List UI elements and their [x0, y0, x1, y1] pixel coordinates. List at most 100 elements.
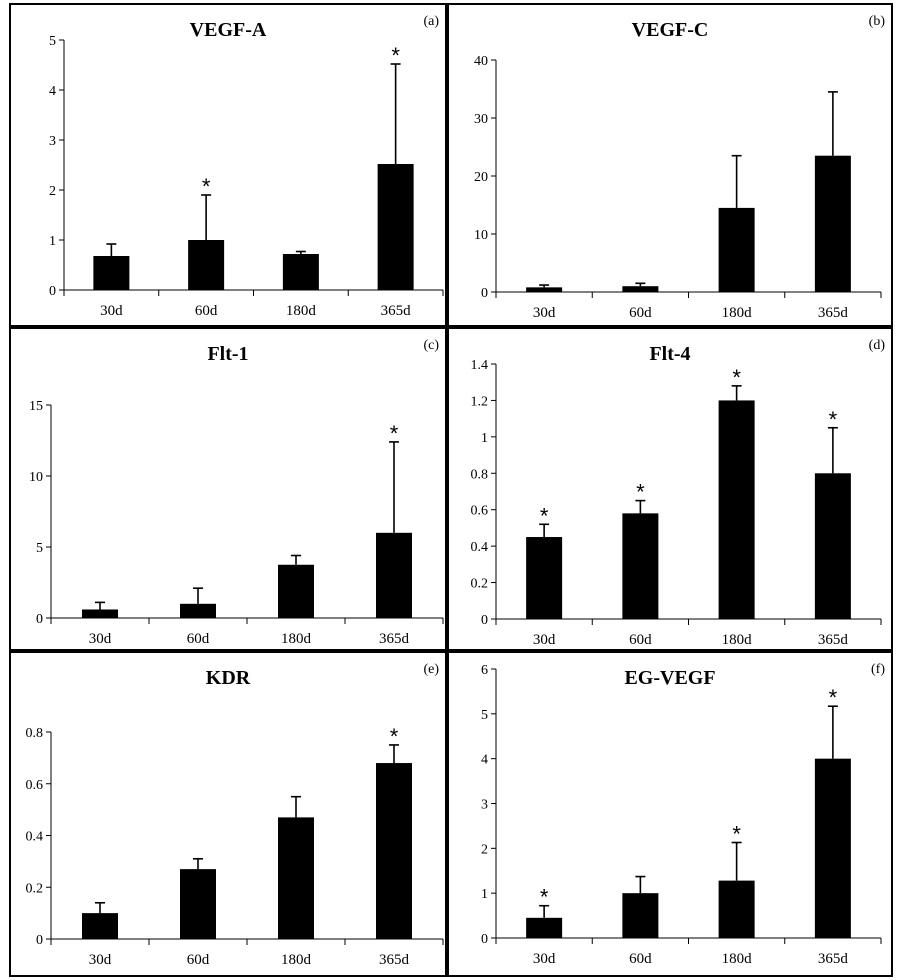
- chart-panel-1: VEGF-A (a) 0 1 2 3 4 5 30d * 60d 180d * 365d: [9, 3, 447, 327]
- y-tick-label: 1: [481, 887, 488, 902]
- y-tick-label: 0.2: [471, 577, 489, 592]
- x-tick-label: 60d: [187, 952, 210, 968]
- x-tick-label: 30d: [533, 951, 556, 967]
- x-tick-label: 60d: [629, 951, 652, 967]
- y-tick-label: 1: [481, 431, 488, 446]
- bar-180d: [282, 254, 319, 290]
- x-tick-label: 180d: [281, 952, 312, 968]
- y-tick-label: 30: [474, 112, 488, 127]
- x-tick-label: 365d: [818, 305, 849, 321]
- bar-180d: [278, 564, 314, 618]
- bar-30d: [82, 913, 118, 939]
- x-tick-label: 30d: [100, 303, 123, 319]
- y-tick-label: 0: [36, 933, 43, 948]
- y-tick-label: 1.4: [471, 358, 489, 373]
- significance-marker: *: [202, 174, 211, 199]
- chart-svg: VEGF-C (b) 0 10 20 30 40 30d 60d 180d 365d: [474, 14, 886, 321]
- bar-365d: [377, 164, 414, 290]
- significance-marker: *: [829, 407, 838, 432]
- x-tick-label: 180d: [281, 631, 312, 647]
- panel-label: (c): [423, 338, 439, 353]
- x-tick-label: 365d: [381, 303, 412, 319]
- y-tick-label: 0.6: [471, 504, 489, 519]
- chart-title: Flt-1: [207, 343, 248, 365]
- y-tick-label: 2: [481, 842, 488, 857]
- y-tick-label: 3: [49, 134, 56, 149]
- chart-panel-3: Flt-1 (c) 0 5 10 15 30d 60d 180d * 365d: [9, 327, 447, 651]
- bar-30d: [82, 609, 118, 618]
- y-tick-label: 0: [49, 284, 56, 299]
- x-tick-label: 30d: [89, 631, 112, 647]
- bar-60d: [188, 240, 225, 290]
- chart-title: VEGF-A: [190, 19, 267, 41]
- y-tick-label: 3: [481, 798, 488, 813]
- x-tick-label: 60d: [187, 631, 210, 647]
- significance-marker: *: [732, 365, 741, 390]
- significance-marker: *: [732, 822, 741, 847]
- bar-365d: [814, 473, 851, 619]
- chart-svg: VEGF-A (a) 0 1 2 3 4 5 30d * 60d 180d * 365d: [49, 14, 444, 319]
- chart-panel-4: Flt-4 (d) 0 0.2 0.4 0.6 0.8 1 1.2 1.4 * 30d * 60d * 180…: [447, 327, 893, 651]
- bar-30d: [93, 256, 130, 290]
- x-tick-label: 180d: [722, 951, 753, 967]
- chart-title: VEGF-C: [632, 19, 709, 41]
- panel-label: (f): [871, 662, 885, 677]
- significance-marker: *: [540, 503, 549, 528]
- chart-panel-5: KDR (e) 0 0.2 0.4 0.6 0.8 30d 60d 180d * 365d: [9, 651, 447, 977]
- y-tick-label: 0.6: [26, 778, 44, 793]
- bar-60d: [622, 286, 659, 292]
- bar-180d: [718, 207, 755, 292]
- panel-label: (e): [423, 662, 439, 677]
- y-tick-label: 10: [29, 470, 43, 485]
- bar-365d: [376, 763, 412, 939]
- significance-marker: *: [390, 724, 399, 749]
- panel-label: (a): [423, 14, 439, 29]
- bar-60d: [180, 869, 216, 939]
- y-tick-label: 0.4: [26, 830, 44, 845]
- bar-180d: [718, 400, 755, 619]
- y-tick-label: 0.8: [26, 726, 44, 741]
- y-tick-label: 2: [49, 184, 56, 199]
- y-tick-label: 6: [481, 663, 488, 678]
- significance-marker: *: [391, 43, 400, 68]
- x-tick-label: 60d: [629, 632, 652, 648]
- chart-panel-2: VEGF-C (b) 0 10 20 30 40 30d 60d 180d 365d: [447, 3, 893, 327]
- x-tick-label: 30d: [89, 952, 112, 968]
- bar-60d: [622, 513, 659, 619]
- x-tick-label: 365d: [818, 951, 849, 967]
- y-tick-label: 40: [474, 54, 488, 69]
- y-tick-label: 0.4: [471, 540, 489, 555]
- x-tick-label: 365d: [379, 952, 410, 968]
- significance-marker: *: [390, 421, 399, 446]
- y-tick-label: 1: [49, 234, 56, 249]
- y-tick-label: 0: [481, 613, 488, 628]
- y-tick-label: 10: [474, 228, 488, 243]
- bar-60d: [622, 893, 659, 938]
- significance-marker: *: [829, 685, 838, 710]
- y-tick-label: 5: [481, 708, 488, 723]
- y-tick-label: 4: [49, 84, 56, 99]
- y-tick-label: 1.2: [471, 394, 489, 409]
- significance-marker: *: [540, 885, 549, 910]
- chart-title: Flt-4: [649, 343, 690, 365]
- chart-title: KDR: [206, 667, 251, 689]
- x-tick-label: 60d: [195, 303, 218, 319]
- chart-panel-6: EG-VEGF (f) 0 1 2 3 4 5 6 * 30d 60d * 180d * 365d: [447, 651, 893, 977]
- bar-30d: [526, 917, 563, 938]
- chart-svg: Flt-4 (d) 0 0.2 0.4 0.6 0.8 1 1.2 1.4 * 30d * 60d * 180…: [471, 338, 886, 648]
- y-tick-label: 5: [36, 541, 43, 556]
- chart-title: EG-VEGF: [624, 667, 715, 689]
- y-tick-label: 0: [481, 932, 488, 947]
- y-tick-label: 4: [481, 753, 488, 768]
- bar-365d: [814, 155, 851, 292]
- x-tick-label: 180d: [286, 303, 317, 319]
- bar-365d: [814, 758, 851, 938]
- panel-label: (d): [869, 338, 886, 353]
- y-tick-label: 15: [29, 399, 43, 414]
- bar-180d: [278, 817, 314, 939]
- panel-label: (b): [869, 14, 886, 29]
- chart-svg: EG-VEGF (f) 0 1 2 3 4 5 6 * 30d 60d * 180d * 365d: [481, 662, 885, 967]
- bar-30d: [526, 287, 563, 292]
- chart-svg: KDR (e) 0 0.2 0.4 0.6 0.8 30d 60d 180d * 365d: [26, 662, 444, 968]
